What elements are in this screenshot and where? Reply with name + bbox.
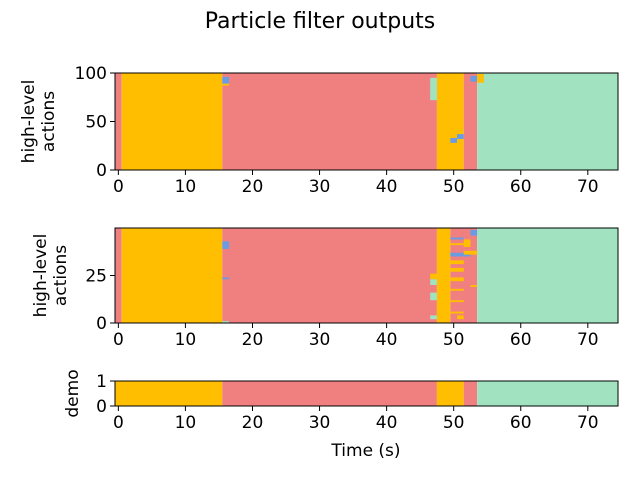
segment-red <box>222 381 437 406</box>
patch-green <box>222 321 230 323</box>
x-tick-label: 30 <box>309 177 331 197</box>
x-tick-label: 50 <box>443 177 465 197</box>
top-panel: 0 10 20 30 40 50 60 70 0 50 100 high-level actions <box>19 64 619 197</box>
x-tick-label: 0 <box>113 413 124 433</box>
patch-orange <box>430 273 437 280</box>
segment-orange <box>121 73 223 170</box>
y-tick-label: 0 <box>96 314 107 334</box>
patch-blue <box>222 76 230 85</box>
patch-orange <box>450 267 464 272</box>
x-tick-label: 30 <box>309 413 331 433</box>
chart-title: Particle filter outputs <box>205 9 435 34</box>
middle-panel: 0 10 20 30 40 50 60 70 0 25 high-level actions <box>31 227 619 350</box>
x-tick-label: 60 <box>510 330 532 350</box>
patch-blue <box>222 277 230 280</box>
patch-orange <box>463 250 478 255</box>
x-tick-label: 70 <box>577 413 599 433</box>
x-tick-label: 10 <box>175 330 197 350</box>
patch-blue <box>450 137 458 143</box>
x-tick-label: 20 <box>242 413 264 433</box>
patch-green <box>430 315 437 320</box>
x-tick-label: 10 <box>175 177 197 197</box>
patch-blue <box>222 241 230 249</box>
patch-orange <box>450 260 464 265</box>
y-tick-label: 50 <box>85 113 107 133</box>
y-axis-label: actions <box>51 245 71 306</box>
x-tick-label: 30 <box>309 330 331 350</box>
x-tick-label: 40 <box>376 177 398 197</box>
patch-blue <box>450 237 464 240</box>
x-tick-label: 20 <box>242 330 264 350</box>
patch-orange <box>222 83 230 86</box>
segment-red <box>222 73 437 170</box>
x-tick-label: 10 <box>175 413 197 433</box>
segment-orange <box>436 73 464 170</box>
patch-orange <box>463 239 471 247</box>
segment-red <box>115 73 122 170</box>
segment-red <box>222 228 437 323</box>
patch-blue <box>470 75 478 82</box>
x-tick-label: 70 <box>577 330 599 350</box>
patch-orange <box>470 285 478 287</box>
x-tick-label: 0 <box>113 330 124 350</box>
segment-green <box>477 228 618 323</box>
patch-green <box>430 77 437 101</box>
patch-orange <box>477 73 484 83</box>
y-tick-label: 100 <box>75 64 107 84</box>
x-axis-label: Time (s) <box>330 441 400 461</box>
bottom-panel: 0 10 20 30 40 50 60 70 0 1 demo <box>63 369 619 433</box>
axes-frame <box>114 380 619 407</box>
patch-orange <box>457 315 464 320</box>
patch-blue <box>450 252 471 257</box>
y-axis-label: high-level <box>31 234 51 318</box>
x-tick-label: 40 <box>376 330 398 350</box>
segment-red <box>463 73 478 170</box>
patch-orange <box>450 277 464 282</box>
x-tick-label: 50 <box>443 330 465 350</box>
patch-green <box>430 292 437 301</box>
x-tick-label: 60 <box>510 413 532 433</box>
patch-orange <box>450 300 464 303</box>
y-tick-label: 0 <box>96 397 107 417</box>
patch-orange <box>450 311 464 314</box>
segment-orange <box>436 381 464 406</box>
y-tick-label: 0 <box>96 161 107 181</box>
segment-green <box>477 73 618 170</box>
segment-orange <box>115 381 223 406</box>
x-tick-label: 50 <box>443 413 465 433</box>
y-axis-label: actions <box>39 91 59 152</box>
segment-orange <box>121 228 223 323</box>
y-tick-label: 25 <box>85 267 107 287</box>
segment-orange <box>436 228 451 323</box>
patch-green <box>430 279 437 285</box>
y-axis-label: high-level <box>19 80 39 164</box>
x-tick-label: 60 <box>510 177 532 197</box>
patch-blue <box>457 134 464 139</box>
segment-red <box>463 381 478 406</box>
x-tick-label: 70 <box>577 177 599 197</box>
y-axis-label: demo <box>63 369 83 417</box>
patch-orange <box>450 288 464 291</box>
patch-blue <box>470 229 478 236</box>
patch-orange <box>450 243 464 246</box>
segment-green <box>477 381 618 406</box>
segment-red <box>115 228 122 323</box>
x-tick-label: 40 <box>376 413 398 433</box>
x-tick-label: 0 <box>113 177 124 197</box>
y-tick-label: 1 <box>96 372 107 392</box>
x-tick-label: 20 <box>242 177 264 197</box>
